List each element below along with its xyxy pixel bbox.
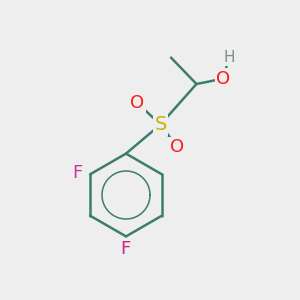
- Text: O: O: [216, 70, 231, 88]
- Text: F: F: [120, 240, 130, 258]
- Text: H: H: [223, 50, 235, 64]
- Text: O: O: [170, 138, 184, 156]
- Text: F: F: [72, 164, 83, 182]
- Text: S: S: [154, 115, 167, 134]
- Text: O: O: [130, 94, 144, 112]
